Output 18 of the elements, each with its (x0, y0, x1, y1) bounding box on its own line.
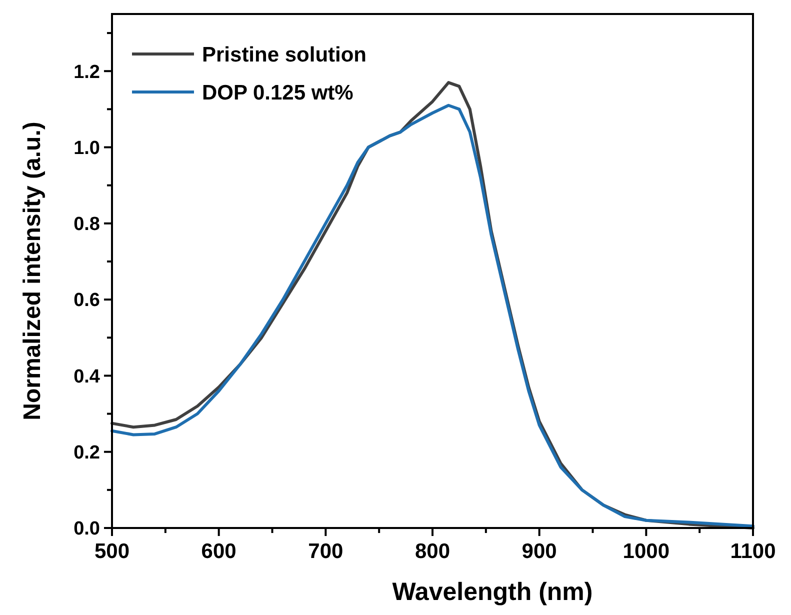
y-tick-label: 0.6 (74, 290, 100, 312)
x-tick-label: 600 (201, 540, 236, 563)
x-tick-label: 500 (94, 540, 130, 563)
x-tick-label: 800 (414, 540, 450, 563)
y-tick-label: 0.4 (74, 366, 100, 388)
legend-label: DOP 0.125 wt% (202, 81, 354, 104)
y-axis-title: Normalized intensity (a.u.) (19, 122, 46, 420)
x-tick-label: 1100 (730, 540, 776, 563)
x-tick-label: 700 (308, 540, 344, 563)
y-tick-label: 0.8 (74, 214, 100, 236)
y-tick-label: 0.2 (74, 442, 100, 464)
x-tick-label: 1000 (622, 540, 670, 563)
y-tick-label: 0.0 (74, 518, 100, 540)
y-tick-label: 1.2 (74, 62, 100, 83)
x-tick-label: 900 (522, 540, 557, 563)
y-tick-label: 1.0 (74, 138, 100, 159)
legend-label: Pristine solution (202, 43, 367, 66)
x-axis-title: Wavelength (nm) (392, 578, 593, 606)
